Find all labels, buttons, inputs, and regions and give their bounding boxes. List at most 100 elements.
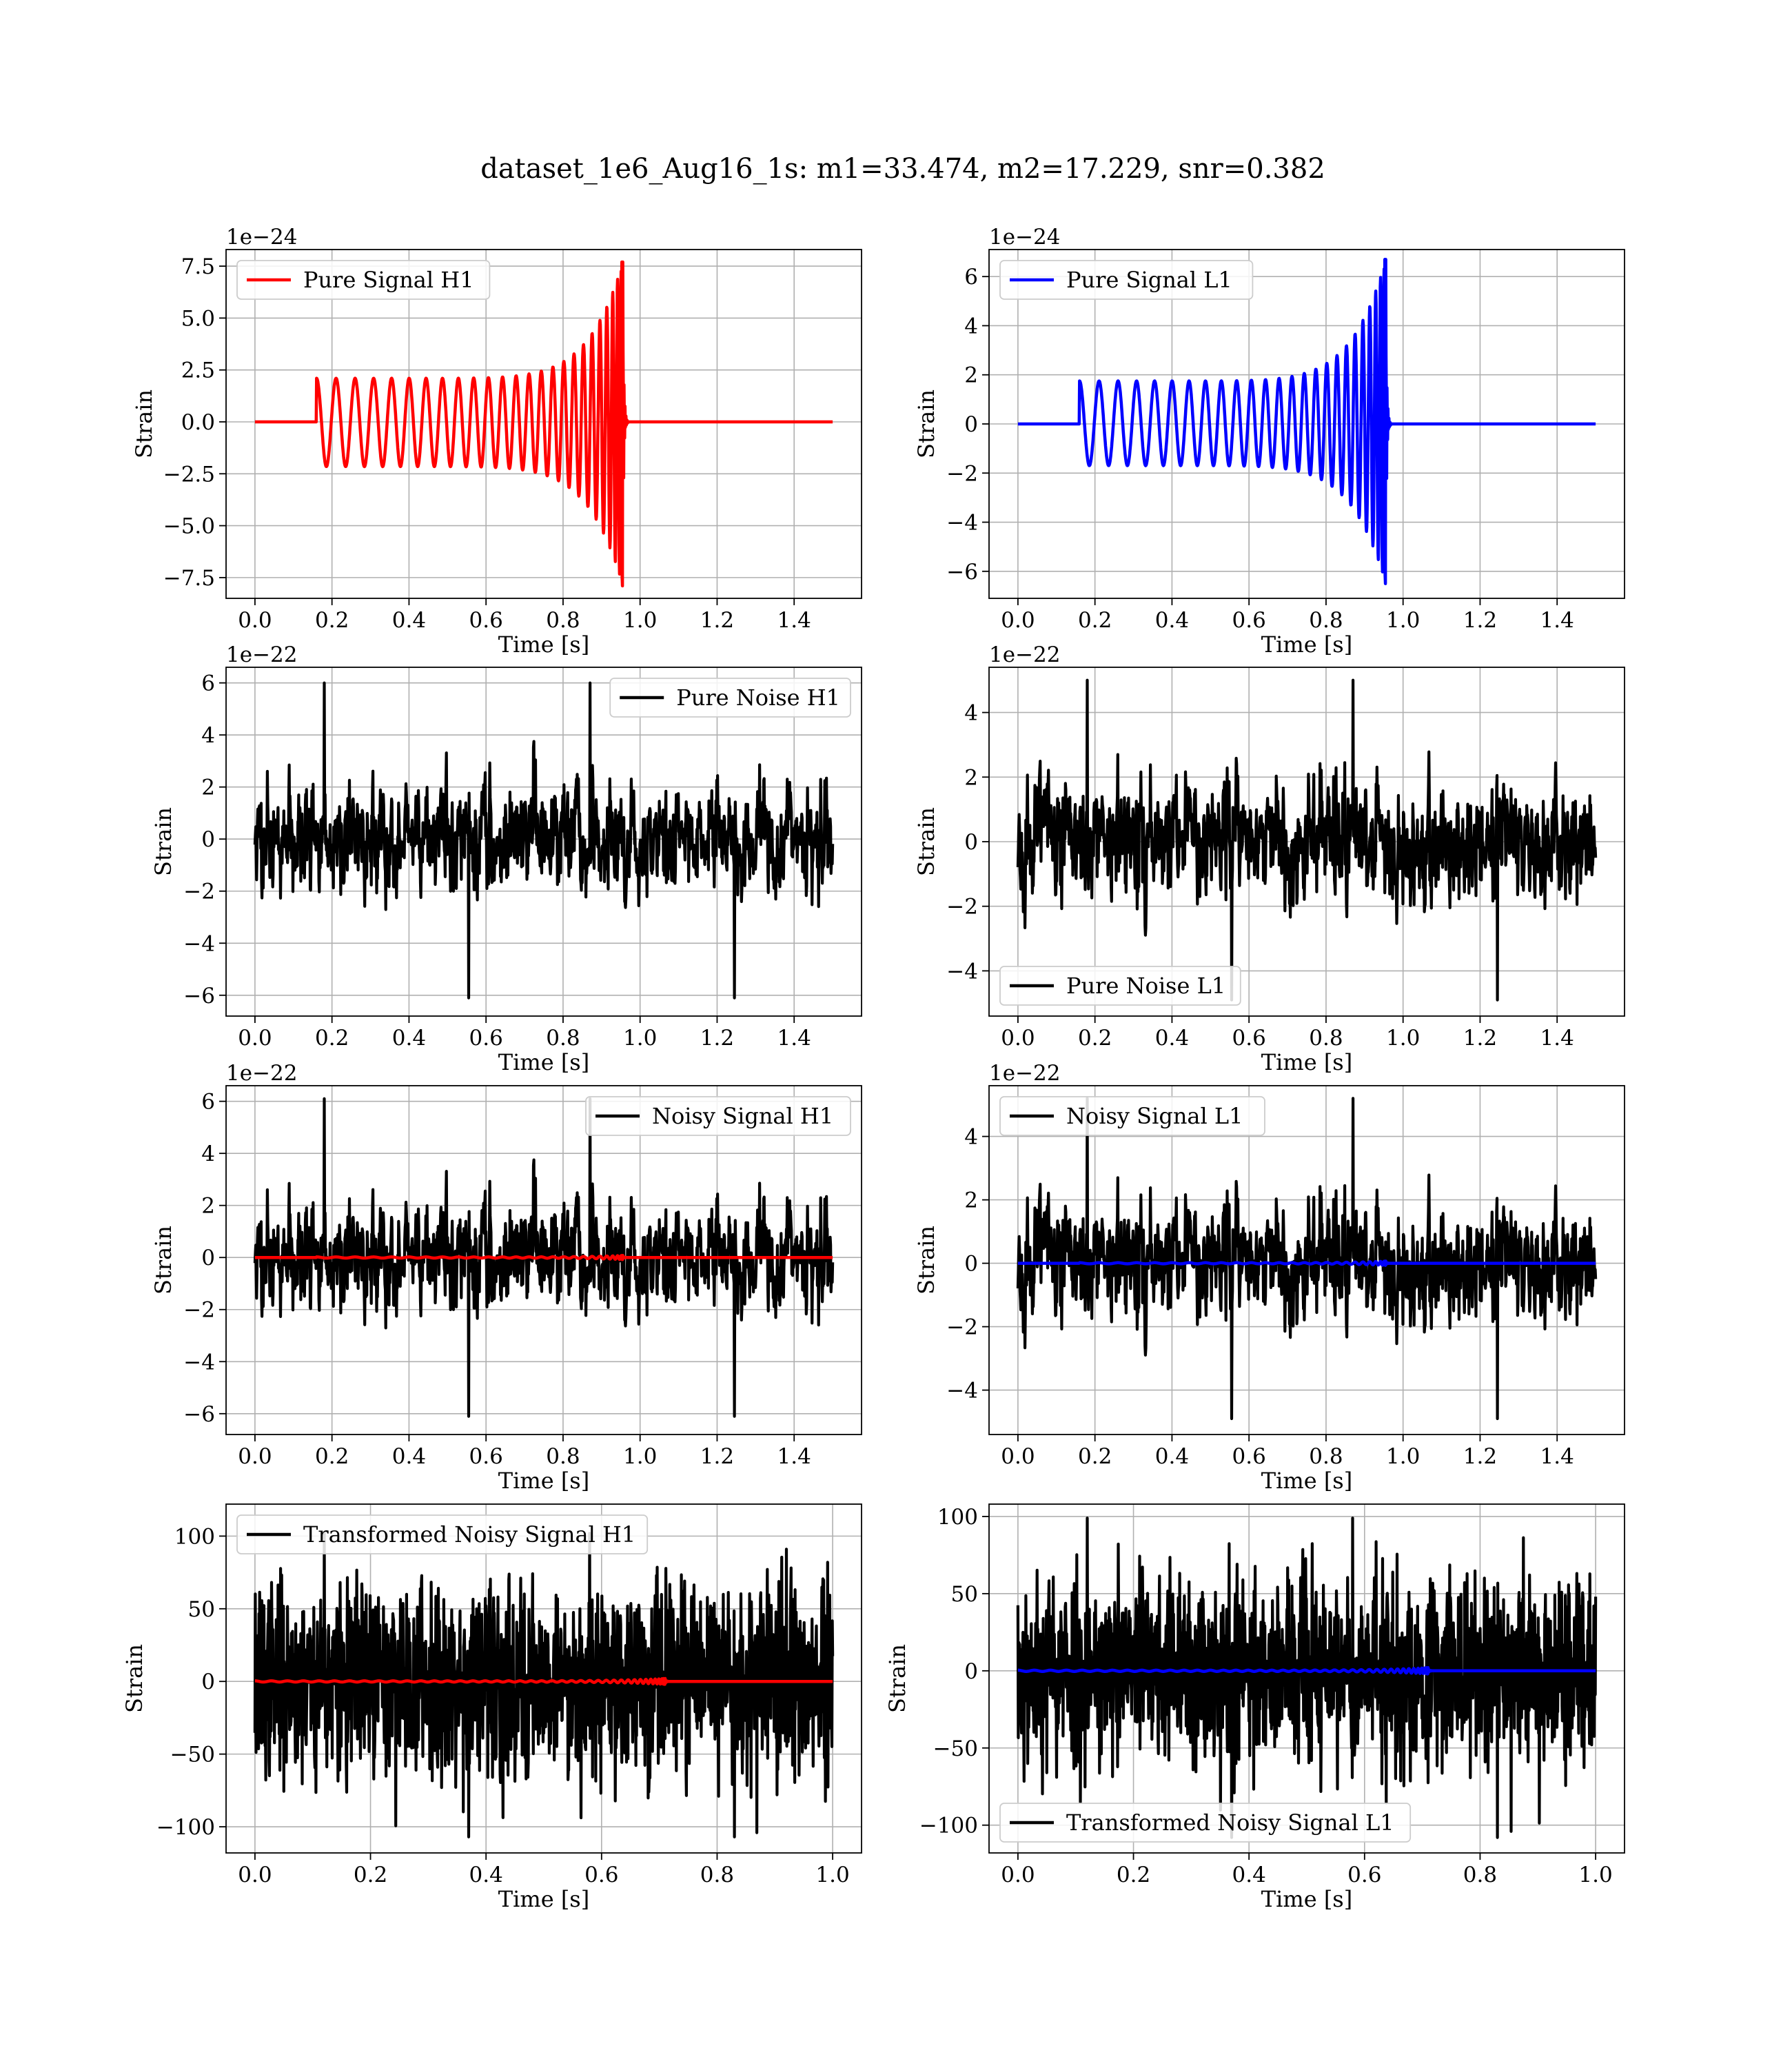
series-line [253, 1532, 835, 1838]
y-tick-label: 2 [201, 776, 215, 800]
legend-box [999, 1803, 1412, 1843]
x-tick-label: 0.6 [1232, 608, 1266, 633]
axis-offset-label: 1e−22 [226, 1061, 298, 1086]
x-tick-label: 0.4 [1232, 1863, 1266, 1887]
y-tick-label: −50 [170, 1743, 215, 1767]
y-axis-label: Strain [884, 1644, 910, 1713]
y-tick-label: −6 [183, 984, 215, 1008]
y-tick-label: −2 [183, 1298, 215, 1323]
x-tick-label: 0.8 [546, 608, 580, 633]
y-tick-label: 2 [964, 363, 978, 388]
x-tick-label: 0.4 [469, 1863, 503, 1887]
chart-panel: 0.0 0.2 0.4 0.6 0.8 1.0 1.2 1.4 −6 −4 −2 0 2 4 6 Time [… [150, 1061, 862, 1494]
x-tick-label: 0.0 [238, 1863, 272, 1887]
y-tick-label: −2.5 [163, 462, 215, 487]
x-tick-label: 0.4 [392, 608, 426, 633]
y-tick-label: 0 [201, 1670, 215, 1694]
x-tick-label: 1.4 [1540, 1444, 1574, 1469]
y-axis-label: Strain [131, 389, 157, 458]
y-tick-label: −2 [183, 880, 215, 904]
x-tick-label: 0.0 [1001, 608, 1035, 633]
axes-frame [988, 1503, 1625, 1854]
y-tick-label: −4 [946, 511, 978, 536]
x-axis-label: Time [s] [498, 1468, 589, 1494]
chart-panel: 0.0 0.2 0.4 0.6 0.8 1.0 1.2 1.4 −4 −2 0 2 4 Time [s] S… [913, 642, 1625, 1075]
legend-box [585, 1096, 851, 1136]
series-line [254, 1254, 834, 1261]
axes-frame [225, 1085, 862, 1435]
legend-label: Noisy Signal H1 [652, 1103, 833, 1129]
y-tick-label: 2 [201, 1194, 215, 1219]
x-tick-label: 1.4 [777, 1026, 811, 1051]
x-tick-label: 0.4 [392, 1444, 426, 1469]
x-tick-label: 1.2 [1463, 608, 1497, 633]
legend-label: Noisy Signal L1 [1066, 1103, 1243, 1129]
x-tick-label: 0.4 [392, 1026, 426, 1051]
x-tick-label: 0.2 [315, 608, 349, 633]
x-tick-label: 0.6 [584, 1863, 618, 1887]
y-tick-label: −7.5 [163, 566, 215, 591]
x-tick-label: 0.2 [1078, 608, 1112, 633]
y-tick-label: 4 [964, 314, 978, 338]
x-axis-label: Time [s] [498, 1886, 589, 1912]
y-tick-label: 0 [964, 1659, 978, 1684]
chart-panel: 0.0 0.2 0.4 0.6 0.8 1.0 −100 −50 0 50 100 Time [s] S… [884, 1503, 1625, 1912]
legend-box [609, 678, 851, 718]
x-tick-label: 0.8 [1309, 1026, 1343, 1051]
x-tick-label: 0.4 [1155, 1444, 1189, 1469]
legend-box [999, 260, 1254, 300]
series-line [253, 681, 835, 1000]
x-tick-label: 0.6 [1347, 1863, 1381, 1887]
axis-offset-label: 1e−24 [226, 225, 298, 250]
series-line [1017, 1259, 1597, 1267]
x-tick-label: 0.6 [1232, 1026, 1266, 1051]
series-line [1017, 1666, 1597, 1676]
legend-label: Transformed Noisy Signal L1 [1066, 1810, 1394, 1836]
y-tick-label: 0 [964, 830, 978, 855]
legend-box [999, 1096, 1265, 1136]
y-tick-label: −2 [946, 461, 978, 486]
x-tick-label: 0.6 [469, 1444, 503, 1469]
x-axis-label: Time [s] [498, 1049, 589, 1075]
x-tick-label: 1.2 [700, 608, 734, 633]
y-tick-label: −4 [183, 931, 215, 956]
x-tick-label: 0.0 [1001, 1444, 1035, 1469]
y-axis-label: Strain [121, 1644, 147, 1713]
legend-label: Pure Noise H1 [676, 685, 840, 711]
y-tick-label: 50 [951, 1582, 978, 1607]
y-tick-label: −4 [946, 1379, 978, 1403]
y-tick-label: 2.5 [181, 358, 215, 383]
x-tick-label: 0.0 [238, 1444, 272, 1469]
series-line [1016, 1517, 1598, 1839]
y-tick-label: 50 [188, 1597, 215, 1622]
x-axis-label: Time [s] [1261, 1886, 1352, 1912]
series-line [254, 1676, 834, 1686]
x-tick-label: 0.2 [315, 1444, 349, 1469]
y-axis-label: Strain [913, 1226, 939, 1295]
legend: Pure Signal H1 [236, 260, 491, 300]
series-line [1017, 258, 1597, 585]
x-tick-label: 0.0 [1001, 1863, 1035, 1887]
y-tick-label: −4 [946, 959, 978, 984]
x-tick-label: 0.6 [469, 1026, 503, 1051]
y-tick-label: 0.0 [181, 410, 215, 435]
y-axis-label: Strain [150, 1226, 176, 1295]
y-tick-label: 4 [201, 1142, 215, 1166]
x-axis-label: Time [s] [498, 631, 589, 658]
x-tick-label: 1.0 [1386, 1444, 1420, 1469]
x-tick-label: 1.2 [700, 1026, 734, 1051]
y-tick-label: −5.0 [163, 514, 215, 539]
x-tick-label: 1.0 [623, 1026, 657, 1051]
x-axis-label: Time [s] [1261, 1049, 1352, 1075]
chart-panel: 0.0 0.2 0.4 0.6 0.8 1.0 −100 −50 0 50 100 Time [s] S… [121, 1503, 862, 1912]
x-tick-label: 0.0 [238, 608, 272, 633]
y-tick-label: 2 [964, 765, 978, 790]
series-line [253, 1097, 835, 1418]
x-tick-label: 0.2 [1078, 1026, 1112, 1051]
axis-offset-label: 1e−22 [226, 642, 298, 667]
x-tick-label: 0.2 [1078, 1444, 1112, 1469]
x-tick-label: 1.0 [815, 1863, 849, 1887]
figure-title: dataset_1e6_Aug16_1s: m1=33.474, m2=17.2… [480, 153, 1325, 185]
x-tick-label: 0.2 [1117, 1863, 1150, 1887]
